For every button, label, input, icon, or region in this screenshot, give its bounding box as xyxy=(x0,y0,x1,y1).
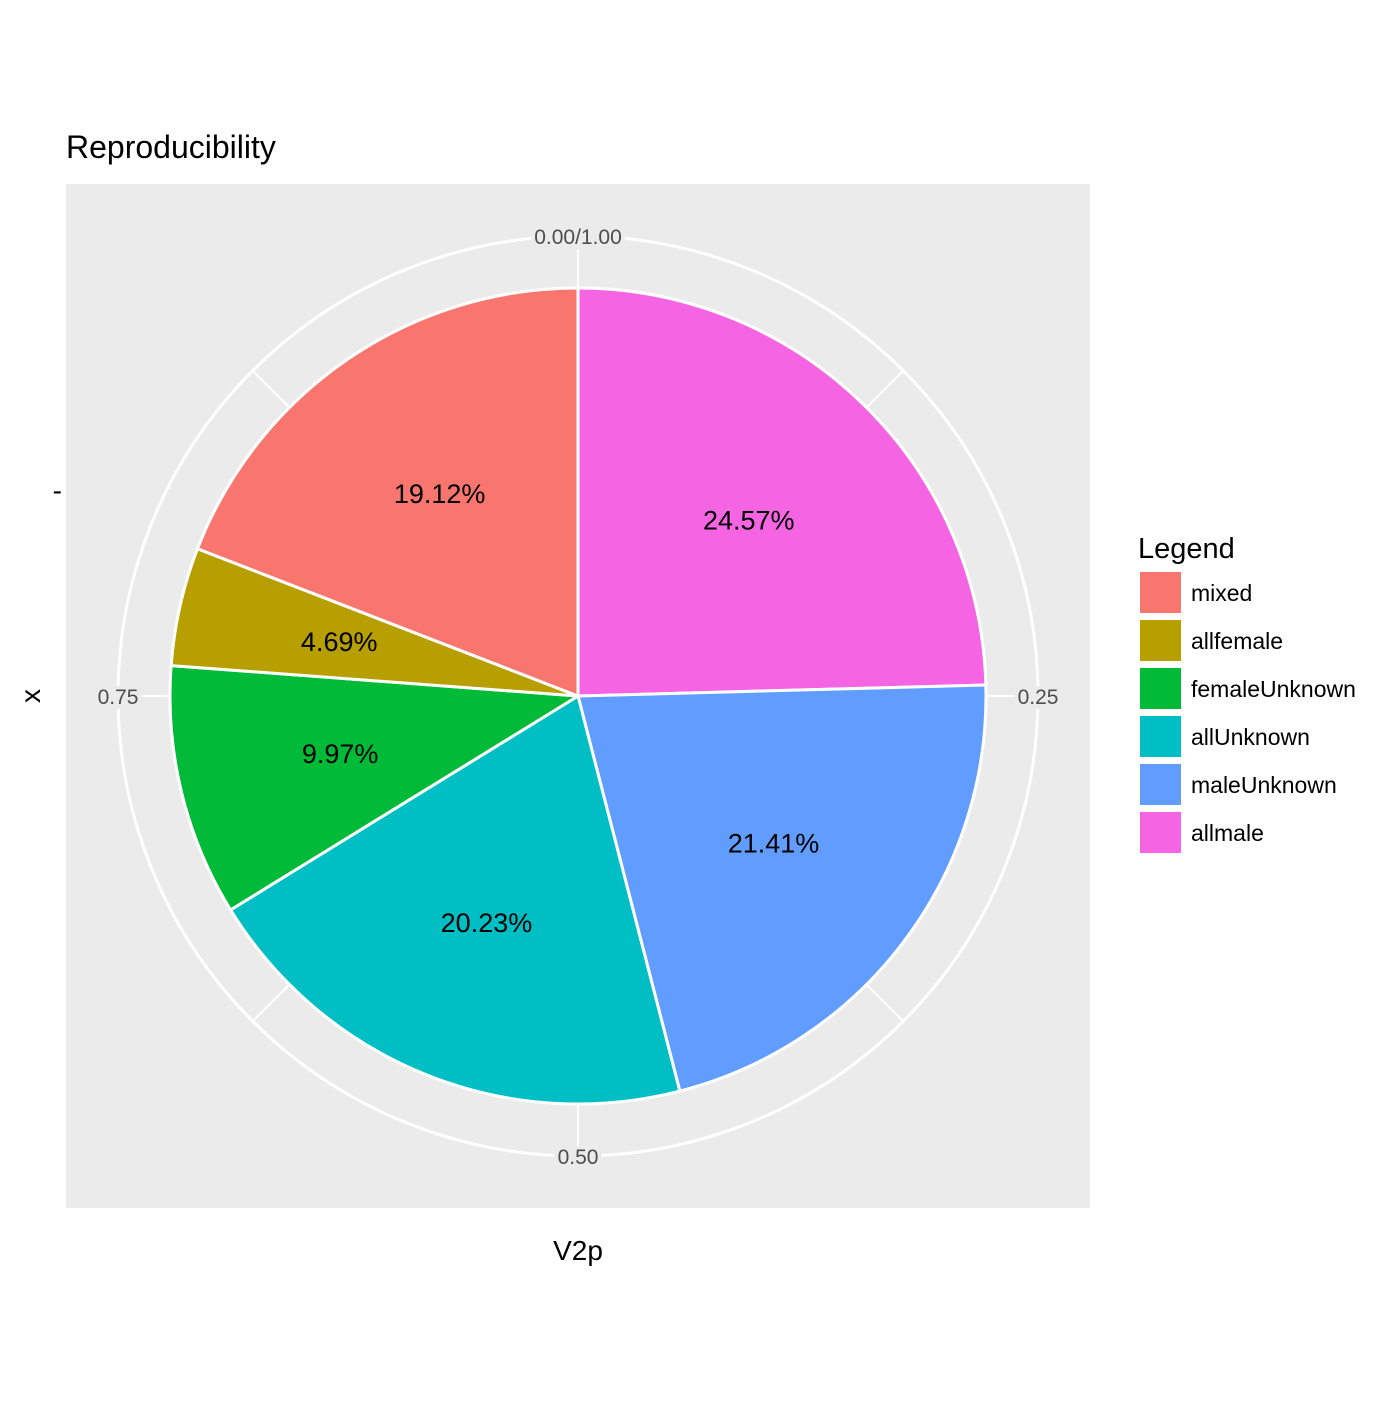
pie-slice-allUnknown xyxy=(228,693,682,1106)
pie-slice-mixed xyxy=(195,286,580,699)
theta-tick-label-background xyxy=(531,226,625,249)
theta-tick-label-background xyxy=(554,1146,602,1169)
legend-swatch-femaleUnknown xyxy=(1140,668,1181,709)
data-label-allUnknown: 20.23% xyxy=(441,908,533,938)
legend-label-femaleUnknown: femaleUnknown xyxy=(1191,676,1356,702)
legend-label-allmale: allmale xyxy=(1191,820,1264,846)
pie-slice-allmale xyxy=(576,286,988,698)
data-label-maleUnknown: 21.41% xyxy=(728,828,820,858)
legend-label-allfemale: allfemale xyxy=(1191,628,1283,654)
legend: Legend mixed allfemale femaleUnknown allUnk… xyxy=(1138,533,1356,853)
chart-title: Reproducibility xyxy=(66,129,276,165)
pie-slice-femaleUnknown xyxy=(168,663,583,912)
data-label-allmale: 24.57% xyxy=(703,506,795,536)
theta-tick-label-background xyxy=(94,686,142,709)
y-axis-tick-label: - xyxy=(53,475,62,506)
data-label-femaleUnknown: 9.97% xyxy=(302,739,379,769)
legend-label-mixed: mixed xyxy=(1191,580,1252,606)
legend-swatch-mixed xyxy=(1140,572,1181,613)
slice-layer xyxy=(168,286,988,1106)
x-axis-title: V2p xyxy=(553,1235,603,1266)
legend-swatch-allmale xyxy=(1140,812,1181,853)
legend-swatch-maleUnknown xyxy=(1140,764,1181,805)
theta-tick-label: 0.75 xyxy=(98,686,139,709)
legend-swatch-allfemale xyxy=(1140,620,1181,661)
pie-slice-maleUnknown xyxy=(576,683,988,1093)
theta-tick-label-background xyxy=(1014,686,1062,709)
data-label-allfemale: 4.69% xyxy=(301,627,378,657)
legend-label-maleUnknown: maleUnknown xyxy=(1191,772,1337,798)
tick-label-layer: 0.00/1.00 0.25 0.50 0.75 xyxy=(94,226,1062,1169)
theta-tick-label: 0.00/1.00 xyxy=(534,226,622,249)
theta-tick-label: 0.50 xyxy=(558,1146,599,1169)
data-label-layer: 24.57% 21.41% 20.23% 9.97% 4.69% 19.12% xyxy=(301,479,819,938)
legend-title: Legend xyxy=(1138,533,1235,565)
legend-swatch-allUnknown xyxy=(1140,716,1181,757)
legend-label-allUnknown: allUnknown xyxy=(1191,724,1310,750)
theta-tick-label: 0.25 xyxy=(1018,686,1059,709)
data-label-mixed: 19.12% xyxy=(394,479,486,509)
y-axis-title: x xyxy=(15,689,46,703)
